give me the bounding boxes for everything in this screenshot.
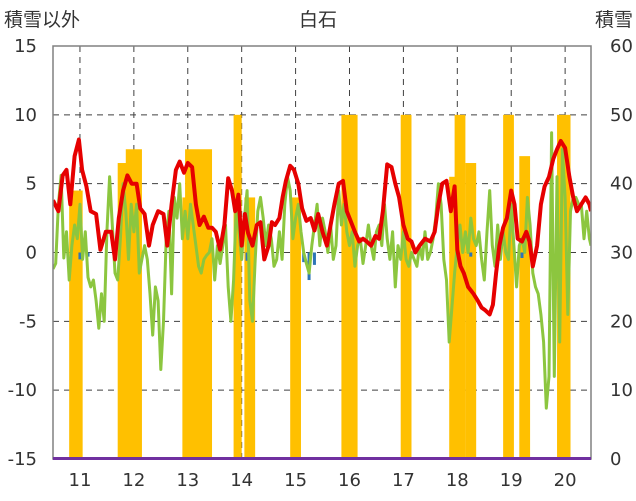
right-tick-label: 10 — [610, 380, 633, 401]
right-tick-label: 40 — [610, 174, 633, 195]
left-tick-label: -5 — [19, 311, 37, 332]
right-axis-ticks: 60 50 40 30 20 10 0 — [610, 36, 633, 470]
x-tick-label: 19 — [500, 470, 523, 491]
snow-bar — [290, 197, 301, 459]
snow-bar — [233, 114, 242, 459]
right-axis-label: 積雪 — [595, 9, 633, 31]
x-tick-label: 20 — [554, 470, 577, 491]
x-tick-label: 18 — [446, 470, 469, 491]
negative-bar — [520, 252, 524, 259]
negative-bar — [469, 252, 473, 257]
right-tick-label: 0 — [610, 449, 621, 470]
right-tick-label: 50 — [610, 105, 633, 126]
x-tick-label: 17 — [392, 470, 415, 491]
snow-bar — [519, 156, 531, 459]
snow-bar — [503, 114, 514, 459]
left-tick-label: -10 — [8, 380, 37, 401]
x-tick-label: 13 — [176, 470, 199, 491]
lines-layer — [53, 131, 591, 410]
snow-bar — [341, 114, 358, 459]
x-tick-label: 15 — [284, 470, 307, 491]
left-axis-label: 積雪以外 — [4, 9, 80, 31]
left-tick-label: 10 — [14, 105, 37, 126]
x-tick-label: 12 — [122, 470, 145, 491]
negative-bar — [78, 252, 82, 260]
snow-bar — [400, 114, 412, 459]
snow-bar — [185, 149, 213, 459]
negative-bar — [245, 252, 249, 261]
x-tick-label: 14 — [230, 470, 253, 491]
snow-bar — [465, 163, 477, 459]
snow-bar — [454, 114, 466, 459]
left-tick-label: 15 — [14, 36, 37, 57]
x-tick-label: 11 — [69, 470, 92, 491]
right-tick-label: 30 — [610, 243, 633, 264]
x-tick-label: 16 — [338, 470, 361, 491]
left-tick-label: 5 — [26, 174, 37, 195]
chart-title: 白石 — [299, 9, 337, 31]
negative-bar — [312, 252, 316, 265]
smooth-series-line — [53, 137, 591, 317]
x-axis-ticks: 11 12 13 14 15 16 17 18 19 20 — [69, 470, 577, 491]
left-tick-label: 0 — [26, 243, 37, 264]
right-tick-label: 60 — [610, 36, 633, 57]
left-axis-ticks: 15 10 5 0 -5 -10 -15 — [8, 36, 37, 470]
snow-bar — [244, 197, 256, 459]
left-tick-label: -15 — [8, 449, 37, 470]
right-tick-label: 20 — [610, 311, 633, 332]
